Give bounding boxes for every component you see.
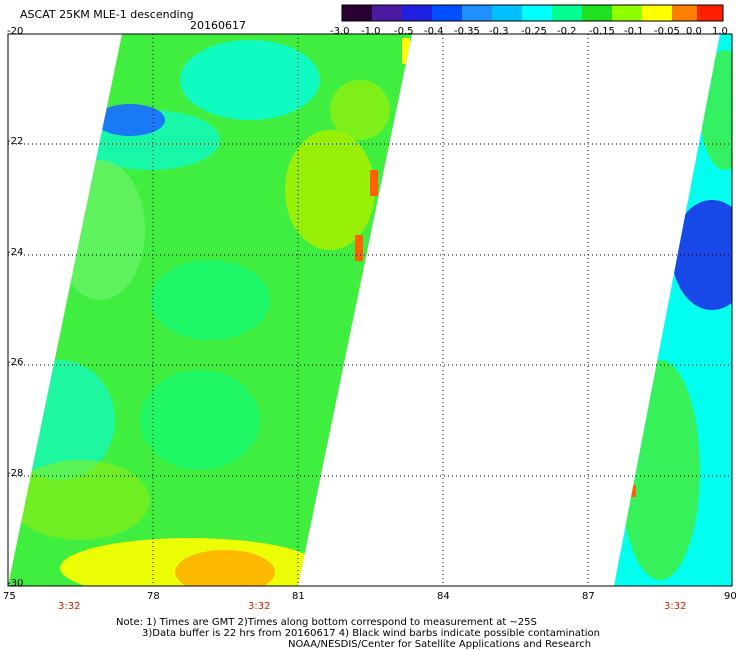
colorbar-label: -0.25 [521, 26, 547, 37]
time-label: 3:32 [58, 601, 81, 612]
swath-light-patch [55, 160, 145, 300]
colorbar-label: 0.0 [686, 26, 702, 37]
colorbar-swatch [522, 5, 552, 21]
lon-label: 81 [292, 591, 305, 602]
swath-light-patch [10, 460, 150, 540]
lon-label: 87 [582, 591, 595, 602]
colorbar-label: -0.05 [654, 26, 680, 37]
colorbar-label: -0.1 [624, 26, 644, 37]
colorbar-label: 1.0 [712, 26, 728, 37]
swath-yellow-cell [402, 38, 410, 64]
swath-yellowgreen-patch [285, 130, 375, 250]
swath-aqua-patch [150, 260, 270, 340]
lon-label: 75 [3, 591, 16, 602]
colorbar-label: -0.4 [424, 26, 444, 37]
colorbar-label: -0.35 [454, 26, 480, 37]
colorbar-label: -3.0 [330, 26, 350, 37]
swath-blue-patch [95, 104, 165, 136]
time-label: 3:32 [248, 601, 271, 612]
colorbar-label: -0.3 [489, 26, 509, 37]
colorbar-swatch [672, 5, 697, 21]
colorbar-swatch [642, 5, 672, 21]
swath-aqua-patch [140, 370, 260, 470]
lon-label: 84 [437, 591, 450, 602]
colorbar-swatch [432, 5, 462, 21]
swath-orange-cell [370, 170, 378, 196]
grid-lines [8, 34, 732, 586]
right-swath [614, 34, 732, 586]
colorbar-swatch [402, 5, 432, 21]
colorbar-swatch [342, 5, 372, 21]
swath-orange-patch [175, 550, 275, 586]
colorbar-swatch [612, 5, 642, 21]
lat-label: -26 [7, 357, 24, 368]
lat-label: -20 [7, 26, 24, 37]
map-title: ASCAT 25KM MLE-1 descending [20, 8, 194, 21]
swath-cyan-patch [180, 40, 320, 120]
colorbar-label: -1.0 [361, 26, 381, 37]
colorbar-label: -0.5 [394, 26, 414, 37]
swath-yellow-cell [12, 418, 20, 438]
lon-label: 90 [724, 591, 737, 602]
plot-frame [7, 33, 733, 587]
note-line: NOAA/NESDIS/Center for Satellite Applica… [288, 639, 592, 650]
swath-green-patch [620, 360, 700, 580]
left-swath [8, 34, 412, 586]
colorbar-swatch [697, 5, 723, 21]
time-label: 3:32 [664, 601, 687, 612]
colorbar-label: -0.2 [557, 26, 577, 37]
swath-yellowgreen-patch [330, 80, 390, 140]
lat-label: -28 [7, 468, 24, 479]
colorbar-label: -0.15 [589, 26, 615, 37]
swath-green-patch [700, 50, 732, 170]
note-line: 3)Data buffer is 22 hrs from 20160617 4)… [142, 628, 600, 639]
colorbar-swatch [372, 5, 402, 21]
swath-orange-cell [355, 235, 363, 261]
colorbar-swatch [582, 5, 612, 21]
colorbar-swatch [552, 5, 582, 21]
lat-label: -22 [7, 136, 24, 147]
lat-label: -30 [7, 578, 24, 589]
colorbar-frame [341, 4, 724, 22]
colorbar-swatch [462, 5, 492, 21]
note-line: Note: 1) Times are GMT 2)Times along bot… [116, 617, 537, 628]
lon-label: 78 [147, 591, 160, 602]
colorbar-swatch [492, 5, 522, 21]
swath-orange-cell [628, 485, 636, 497]
map-date: 20160617 [190, 19, 246, 32]
colorbar [341, 4, 724, 22]
lat-label: -24 [7, 247, 24, 258]
